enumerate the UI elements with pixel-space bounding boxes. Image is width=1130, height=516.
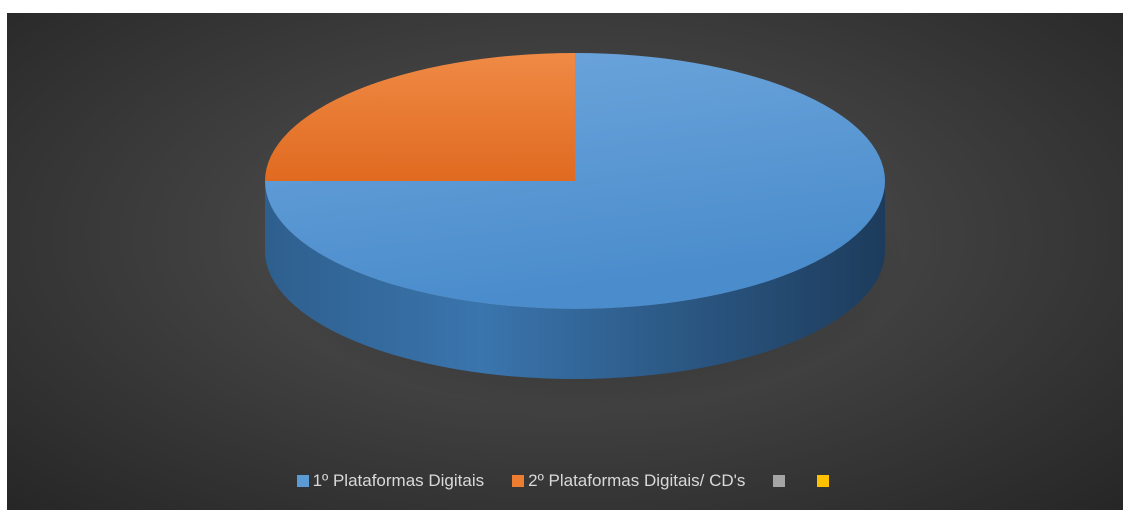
legend-swatch-orange bbox=[512, 475, 525, 487]
legend: 1º Plataformas Digitais 2º Plataformas D… bbox=[7, 467, 1123, 495]
legend-swatch-gray bbox=[773, 475, 786, 487]
legend-swatch-yellow bbox=[817, 475, 830, 487]
legend-label-1: 1º Plataformas Digitais bbox=[312, 471, 485, 490]
legend-item-3[interactable] bbox=[773, 475, 789, 487]
chart-area: 1º Plataformas Digitais 2º Plataformas D… bbox=[7, 13, 1123, 510]
pie-side-wall bbox=[265, 181, 885, 379]
legend-item-2[interactable]: 2º Plataformas Digitais/ CD's bbox=[512, 471, 745, 491]
legend-label-2: 2º Plataformas Digitais/ CD's bbox=[528, 471, 746, 490]
pie-slice-2[interactable] bbox=[265, 53, 575, 181]
legend-swatch-blue bbox=[296, 475, 309, 487]
pie-chart bbox=[263, 53, 907, 409]
legend-item-1[interactable]: 1º Plataformas Digitais bbox=[296, 471, 485, 491]
legend-item-4[interactable] bbox=[817, 475, 833, 487]
